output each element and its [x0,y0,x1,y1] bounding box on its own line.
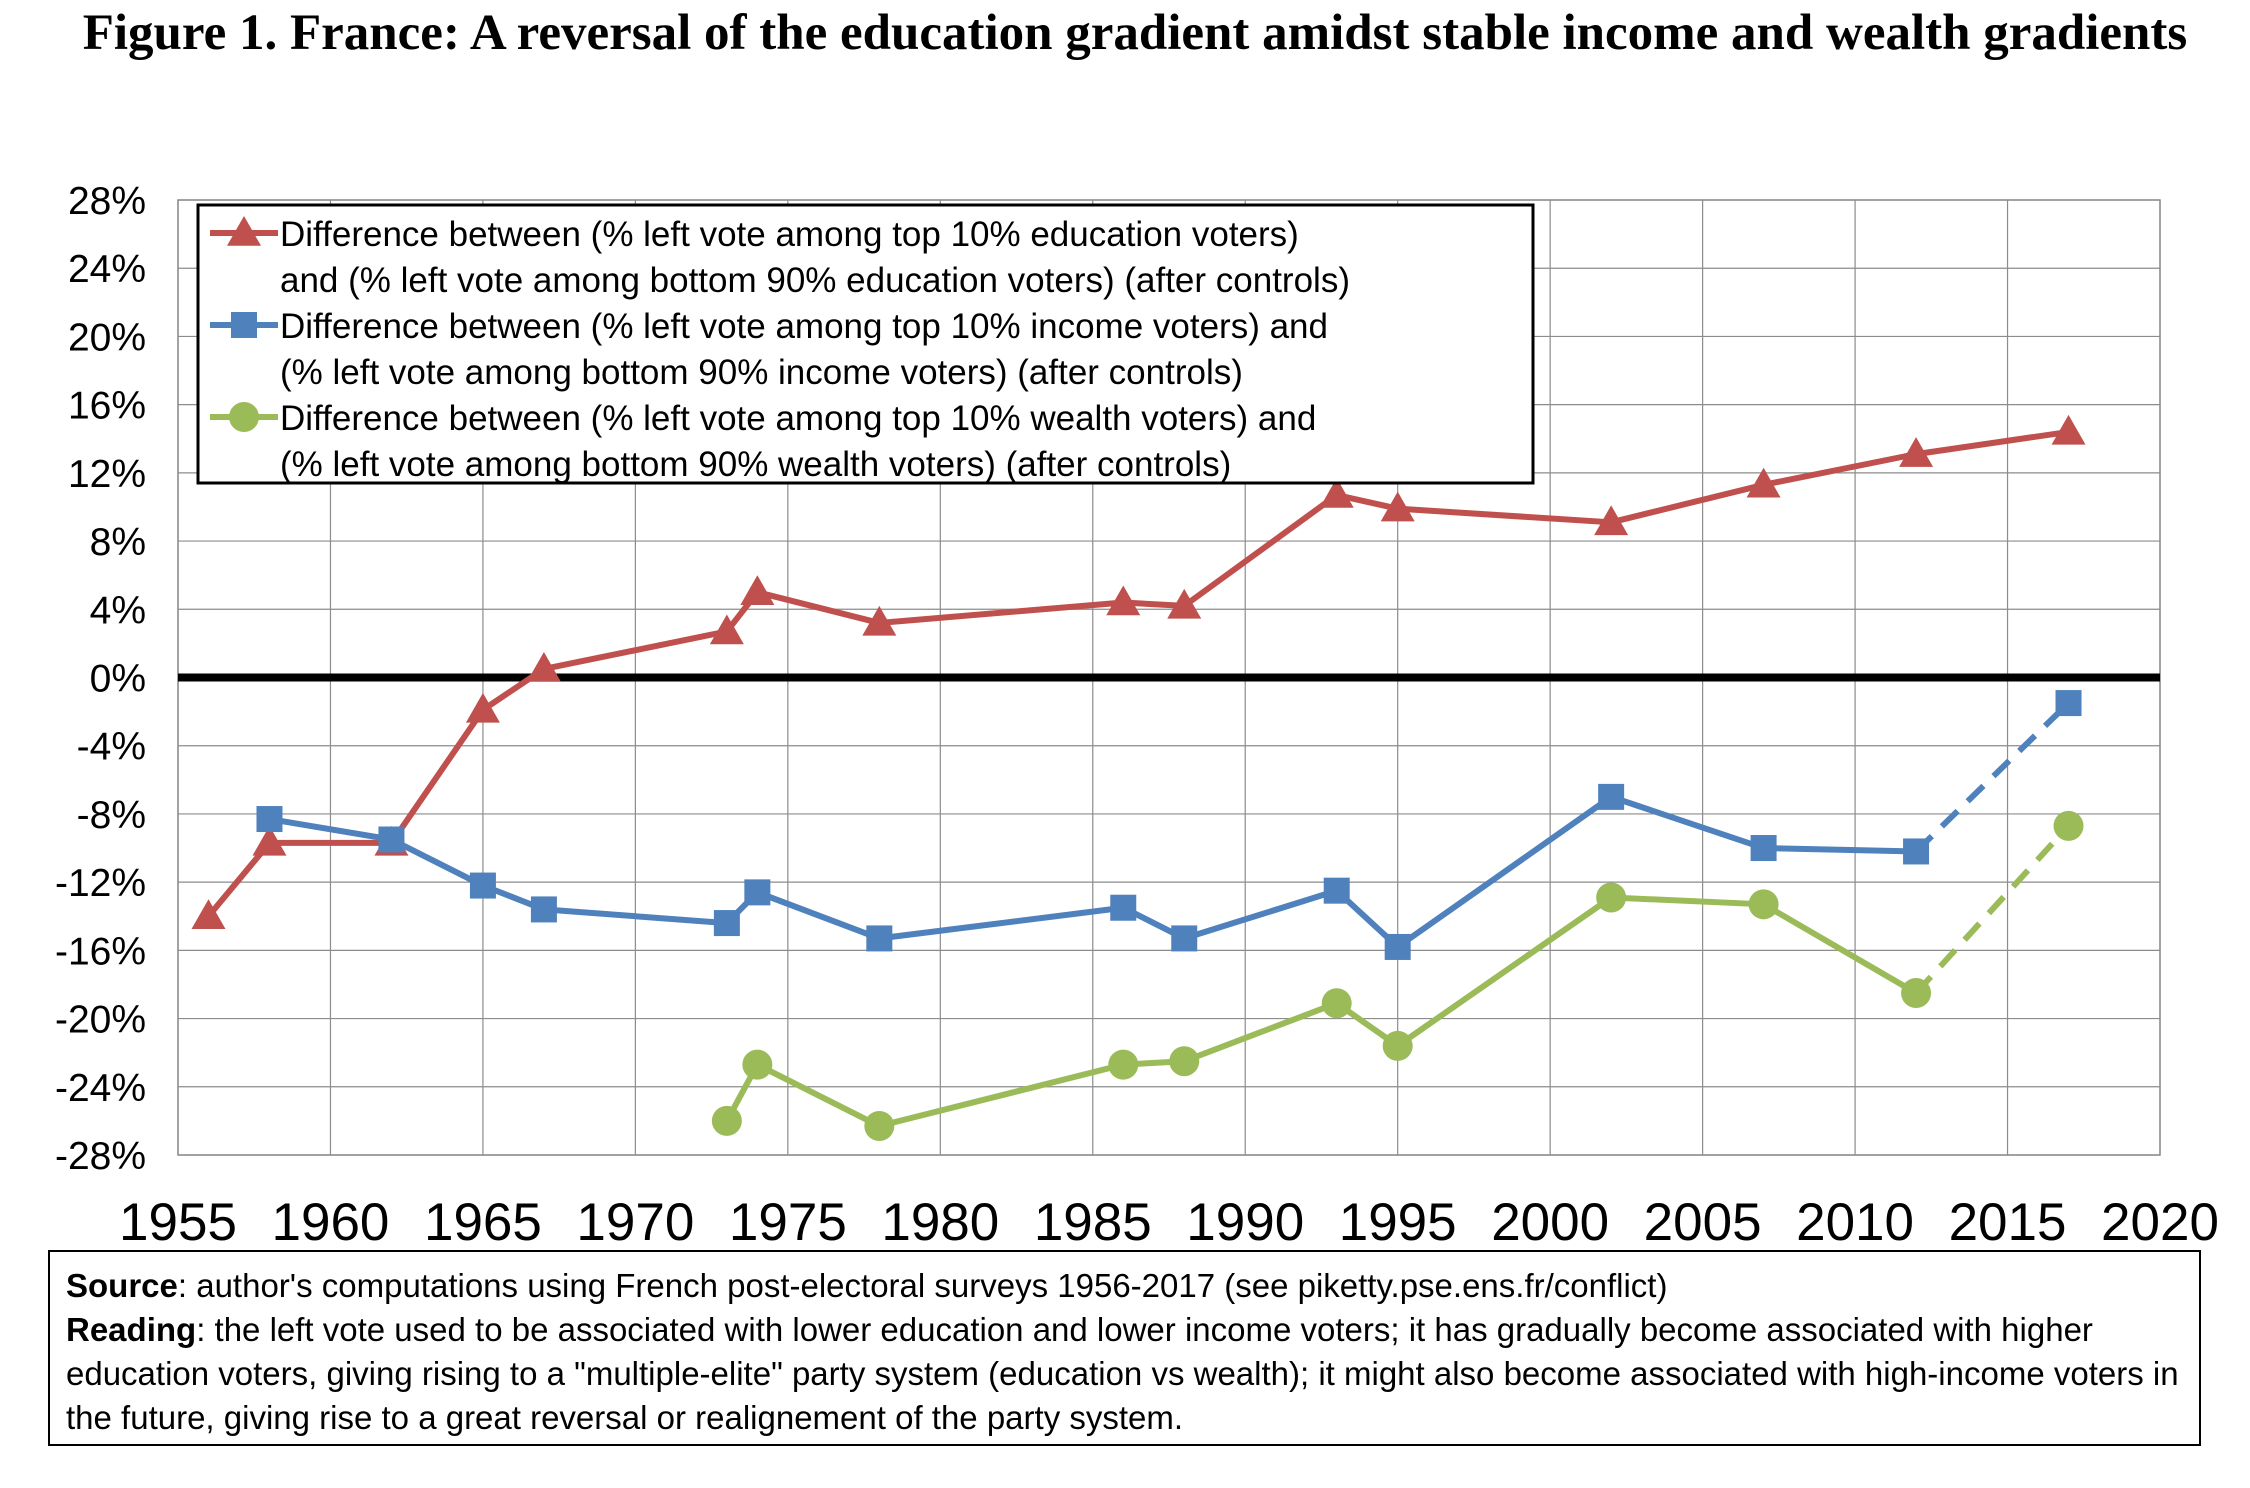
x-tick-label: 2000 [1491,1193,1609,1250]
square-marker [1323,877,1350,904]
y-tick-label: -4% [77,726,146,769]
series-line-circle [724,894,1918,1130]
circle-marker [1382,1030,1413,1061]
legend-square-marker [231,312,257,338]
square-marker [744,879,771,906]
line-chart: 1955 1960 1965 1970 1975 1980 1985 1990 1995 2000… [55,180,2219,1250]
circle-marker [1108,1049,1139,1080]
square-marker [713,910,740,937]
y-tick-label: -16% [55,930,146,973]
triangle-marker [465,692,500,723]
source-text: : author's computations using French pos… [177,1267,1668,1304]
y-tick-label: 8% [90,521,146,564]
y-tick-label: 16% [68,385,146,428]
y-tick-label: 12% [68,453,146,496]
circle-marker [1321,988,1352,1019]
x-tick-label: 1955 [119,1193,237,1250]
x-tick-label: 1990 [1186,1193,1304,1250]
source-note: Source: author's computations using Fren… [48,1250,2201,1446]
y-tick-label: -8% [77,794,146,837]
square-marker [378,826,405,853]
triangle-marker [191,899,226,929]
circle-marker [1901,977,1932,1008]
x-tick-label: 1975 [729,1193,847,1250]
y-tick-label: 0% [90,658,146,701]
y-tick-label: -12% [55,862,146,905]
square-marker [866,925,893,952]
circle-marker [711,1105,742,1136]
triangle-marker [526,651,561,682]
square-marker [1598,783,1625,810]
triangle-marker [862,605,897,636]
triangle-marker [1594,505,1629,536]
figure-title: Figure 1. France: A reversal of the educ… [82,5,2188,61]
y-tick-label: 4% [90,589,146,632]
legend-triangle-marker [227,216,261,246]
source-label: Source [66,1267,178,1304]
x-tick-label: 2020 [2101,1193,2219,1250]
square-marker [469,872,496,899]
square-marker [256,806,283,833]
x-tick-label: 2015 [1949,1193,2067,1250]
circle-marker [1169,1046,1200,1077]
y-tick-label: 24% [68,248,146,291]
legend-entry-text: Difference between (% left vote among to… [280,215,1299,254]
legend-entry-text: (% left vote among bottom 90% wealth vot… [280,445,1231,484]
legend-entry-text: (% left vote among bottom 90% income vot… [280,353,1243,392]
legend-box [196,203,1535,485]
y-tick-label: -28% [55,1135,146,1178]
x-tick-label: 1965 [424,1193,542,1250]
reading-label: Reading [66,1311,197,1348]
triangle-marker [1106,585,1141,616]
circle-marker [1596,882,1627,913]
reading-text: : the left vote used to be associated wi… [66,1311,2179,1436]
x-tick-label: 1985 [1034,1193,1152,1250]
y-tick-label: -24% [55,1067,146,1110]
triangle-marker [1167,588,1202,619]
square-marker [1171,925,1198,952]
x-tick-label: 1970 [576,1193,694,1250]
square-marker [1110,894,1137,921]
circle-marker [2053,810,2084,841]
circle-marker [1748,889,1779,920]
y-tick-label: 20% [68,316,146,359]
circle-marker [864,1111,895,1142]
series-line-triangle [206,428,2069,919]
y-tick-label: 28% [68,180,146,223]
legend-entry-text: and (% left vote among bottom 90% educat… [280,261,1350,300]
legend-entry-text: Difference between (% left vote among to… [280,307,1328,346]
triangle-marker [2051,414,2086,445]
x-tick-label: 1995 [1339,1193,1457,1250]
square-marker [2055,690,2082,717]
legend-circle-marker [229,402,259,432]
square-marker [530,896,557,923]
series-line-dashed-circle [1913,823,2071,996]
triangle-marker [252,825,287,856]
triangle-marker [1319,478,1354,508]
x-tick-label: 1980 [881,1193,999,1250]
triangle-marker [1899,437,1934,467]
legend-entry-text: Difference between (% left vote among to… [280,399,1316,438]
circle-marker [742,1049,773,1080]
square-marker [1384,933,1411,960]
triangle-marker [740,575,775,605]
x-tick-label: 1960 [272,1193,390,1250]
triangle-marker [1746,467,1781,498]
x-tick-label: 2010 [1796,1193,1914,1250]
square-marker [1903,838,1930,865]
y-tick-label: -20% [55,999,146,1042]
triangle-marker [1380,491,1415,522]
x-tick-label: 2005 [1644,1193,1762,1250]
square-marker [1750,835,1777,862]
triangle-marker [709,614,744,645]
